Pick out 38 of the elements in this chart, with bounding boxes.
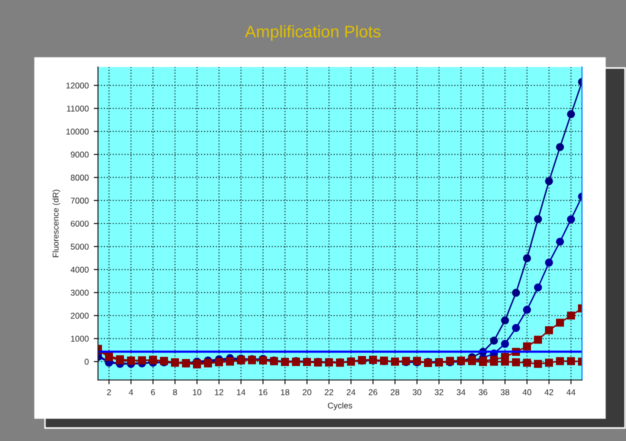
x-tick-label: 4 [128, 389, 134, 396]
x-tick-label: 8 [173, 389, 177, 396]
y-tick-label: 9000 [70, 152, 89, 158]
x-tick-label: 12 [215, 389, 224, 396]
x-tick-label: 38 [500, 389, 510, 396]
x-tick-label: 30 [412, 389, 422, 396]
y-tick-label: 3000 [70, 290, 89, 296]
x-tick-label: 36 [478, 389, 488, 396]
x-tick-label: 6 [151, 389, 155, 396]
x-tick-label: 26 [368, 389, 378, 396]
x-tick-label: 2 [107, 389, 111, 396]
y-tick-label: 11000 [67, 106, 89, 112]
y-tick-label: 10000 [66, 128, 89, 135]
x-tick-label: 20 [302, 389, 312, 396]
y-tick-label: 2000 [70, 312, 89, 319]
x-tick-label: 40 [522, 389, 532, 396]
x-tick-label: 10 [193, 389, 202, 396]
y-tick-label: 12000 [66, 82, 89, 89]
x-tick-label: 34 [456, 389, 466, 396]
x-tick-label: 44 [566, 389, 576, 396]
y-tick-label: 1000 [71, 336, 89, 342]
x-tick-label: 32 [434, 389, 444, 396]
y-tick-label: 4000 [70, 266, 89, 273]
x-tick-label: 22 [324, 389, 334, 396]
x-tick-label: 42 [544, 389, 554, 396]
x-tick-label: 18 [281, 389, 290, 396]
x-tick-label: 28 [390, 389, 400, 396]
chart-title: Amplification Plots [244, 25, 380, 41]
x-axis-title: Cycles [328, 402, 352, 410]
y-tick-label: 5000 [70, 244, 89, 250]
y-tick-label: 0 [84, 358, 89, 365]
y-tick-label: 6000 [70, 220, 89, 227]
y-tick-label: 7000 [70, 198, 89, 204]
y-axis-title: Fluorescence (dR) [52, 190, 60, 258]
x-tick-label: 24 [346, 389, 356, 396]
x-tick-label: 16 [259, 389, 268, 396]
y-tick-label: 8000 [70, 174, 89, 181]
x-tick-label: 14 [237, 389, 246, 396]
